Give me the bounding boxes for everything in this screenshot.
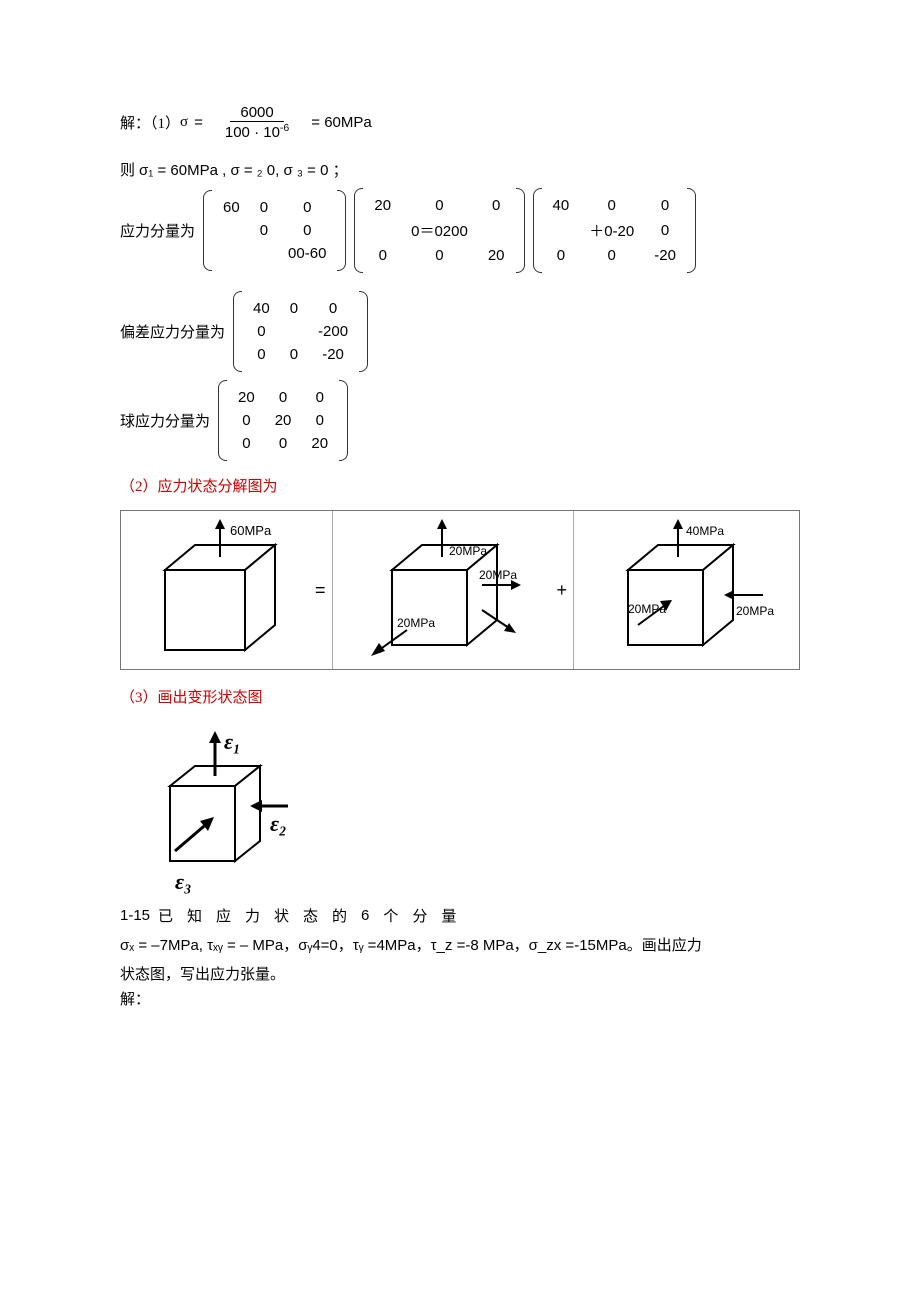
problem-1-15-line4: 解：: [120, 988, 800, 1009]
problem-number: 1-15: [120, 907, 150, 924]
svg-text:ε₂: ε₂: [270, 811, 287, 836]
label-spherical: 球应力分量为: [120, 410, 210, 431]
svg-text:60MPa: 60MPa: [230, 523, 272, 538]
label-stress-components: 应力分量为: [120, 220, 195, 241]
section-2-title: （2）应力状态分解图为: [120, 475, 800, 496]
plus-op: +: [551, 580, 574, 601]
matrix-e: 2000 0200 0020: [218, 380, 348, 461]
equation-1: 解：（1） σ = 6000 100 · 10-6 = 60MPa: [120, 104, 800, 141]
svg-text:20MPa: 20MPa: [479, 568, 517, 582]
stress-components-row: 应力分量为 6000 00 00-60 2000 0＝0200 0020 400…: [120, 188, 800, 273]
eq2-prefix: 则: [120, 159, 135, 180]
cube-1: 60MPa: [121, 511, 309, 669]
stress-decomposition-diagram: 60MPa = 20MPa 20MPa 20MPa +: [120, 510, 800, 670]
problem-text-1: 已知应力状态的: [158, 905, 361, 926]
cube-2: 20MPa 20MPa 20MPa: [332, 511, 551, 669]
svg-text:20MPa: 20MPa: [628, 602, 666, 616]
deviatoric-row: 偏差应力分量为 4000 0-200 00-20: [120, 291, 800, 372]
eq1-prefix: 解：（1）: [120, 112, 180, 133]
section-3-title: （3）画出变形状态图: [120, 686, 800, 707]
six: 6: [361, 907, 369, 924]
equals: =: [194, 114, 203, 131]
svg-text:20MPa: 20MPa: [449, 544, 487, 558]
eq1-result: = 60MPa: [311, 114, 371, 131]
matrix-c: 4000 ＋0-200 00-20: [533, 188, 696, 273]
matrix-a: 6000 00 00-60: [203, 190, 346, 271]
label-deviatoric: 偏差应力分量为: [120, 321, 225, 342]
matrix-b: 2000 0＝0200 0020: [354, 188, 524, 273]
equals-op: =: [309, 580, 332, 601]
svg-text:20MPa: 20MPa: [397, 616, 435, 630]
problem-1-15-line3: 状态图，写出应力张量。: [120, 963, 800, 984]
svg-text:ε₁: ε₁: [224, 729, 241, 754]
denominator: 100 · 10-6: [215, 122, 299, 141]
eq2-body: σ₁ = 60MPa , σ = ₂ 0, σ ₃ = 0 ；: [139, 159, 348, 180]
equation-2: 则 σ₁ = 60MPa , σ = ₂ 0, σ ₃ = 0 ；: [120, 159, 800, 180]
problem-1-15-line2: σₓ = –7MPa, τₓᵧ = – MPa，σᵧ4=0，τᵧ =4MPa，τ…: [120, 934, 800, 955]
fraction: 6000 100 · 10-6: [215, 104, 299, 141]
problem-text-2: 个分量: [383, 905, 470, 926]
svg-text:20MPa: 20MPa: [736, 604, 774, 618]
spherical-row: 球应力分量为 2000 0200 0020: [120, 380, 800, 461]
matrix-d: 4000 0-200 00-20: [233, 291, 368, 372]
numerator: 6000: [230, 104, 283, 122]
svg-text:ε₃: ε₃: [175, 869, 192, 894]
strain-diagram: ε₁ ε₂ ε₃: [120, 721, 800, 901]
sigma-symbol: σ: [180, 114, 188, 131]
problem-1-15-line1: 1-15 已知应力状态的 6 个分量: [120, 905, 800, 926]
cube-3: 40MPa 20MPa 20MPa: [573, 511, 782, 669]
svg-text:40MPa: 40MPa: [686, 524, 724, 538]
